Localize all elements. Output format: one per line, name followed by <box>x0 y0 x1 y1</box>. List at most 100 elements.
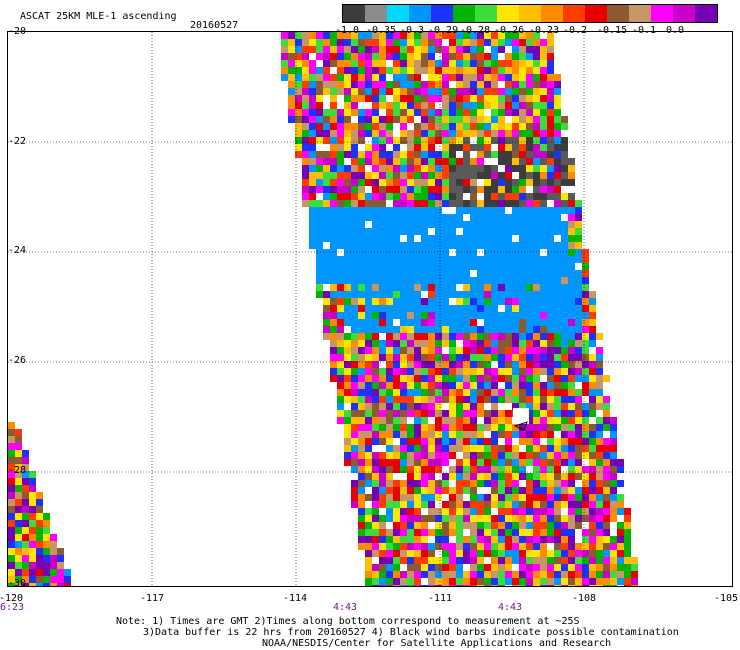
wind-cell <box>344 95 351 102</box>
wind-cell <box>442 74 449 81</box>
wind-cell <box>428 95 435 102</box>
wind-cell <box>344 172 351 179</box>
wind-cell <box>512 445 519 452</box>
wind-cell <box>554 333 561 340</box>
wind-cell <box>365 529 372 536</box>
wind-cell <box>470 585 477 586</box>
wind-cell <box>470 550 477 557</box>
wind-cell <box>442 382 449 389</box>
wind-cell <box>582 473 589 480</box>
wind-cell <box>309 144 316 151</box>
wind-cell <box>358 116 365 123</box>
wind-cell <box>491 487 498 494</box>
wind-cell <box>449 578 456 585</box>
wind-cell <box>491 263 498 270</box>
wind-cell <box>330 375 337 382</box>
wind-cell <box>484 340 491 347</box>
wind-cell <box>575 361 582 368</box>
wind-cell <box>414 487 421 494</box>
wind-cell <box>407 494 414 501</box>
wind-cell <box>554 228 561 235</box>
wind-cell <box>8 436 15 443</box>
wind-cell <box>512 151 519 158</box>
wind-cell <box>302 116 309 123</box>
wind-cell <box>498 515 505 522</box>
wind-cell <box>421 214 428 221</box>
wind-cell <box>456 130 463 137</box>
map-plot-area[interactable] <box>7 31 733 587</box>
wind-cell <box>498 494 505 501</box>
wind-cell <box>386 424 393 431</box>
wind-cell <box>463 543 470 550</box>
wind-cell <box>554 452 561 459</box>
wind-cell <box>484 179 491 186</box>
wind-cell <box>540 109 547 116</box>
wind-cell <box>526 403 533 410</box>
wind-cell <box>428 550 435 557</box>
wind-cell <box>400 256 407 263</box>
wind-cell <box>15 555 22 562</box>
wind-cell <box>400 39 407 46</box>
wind-cell <box>526 445 533 452</box>
wind-barb-icon <box>513 421 528 431</box>
wind-cell <box>442 354 449 361</box>
wind-cell <box>519 172 526 179</box>
wind-cell <box>407 571 414 578</box>
wind-cell <box>428 529 435 536</box>
wind-cell <box>582 466 589 473</box>
wind-cell <box>477 228 484 235</box>
wind-cell <box>330 81 337 88</box>
wind-cell <box>519 207 526 214</box>
wind-cell <box>519 501 526 508</box>
wind-cell <box>526 571 533 578</box>
wind-cell <box>428 298 435 305</box>
wind-cell <box>330 165 337 172</box>
wind-cell <box>358 137 365 144</box>
wind-cell <box>463 158 470 165</box>
wind-cell <box>428 151 435 158</box>
wind-cell <box>463 522 470 529</box>
wind-cell <box>561 501 568 508</box>
wind-cell <box>386 67 393 74</box>
wind-cell <box>498 151 505 158</box>
wind-cell <box>498 109 505 116</box>
wind-cell <box>547 151 554 158</box>
wind-cell <box>491 319 498 326</box>
wind-cell <box>484 382 491 389</box>
wind-cell <box>414 214 421 221</box>
wind-cell <box>512 144 519 151</box>
wind-cell <box>456 459 463 466</box>
wind-cell <box>463 291 470 298</box>
wind-cell <box>379 53 386 60</box>
wind-cell <box>337 60 344 67</box>
wind-cell <box>582 515 589 522</box>
wind-cell <box>421 557 428 564</box>
wind-cell <box>372 312 379 319</box>
wind-cell <box>435 557 442 564</box>
wind-cell <box>400 431 407 438</box>
wind-cell <box>512 340 519 347</box>
wind-cell <box>568 312 575 319</box>
wind-cell <box>540 382 547 389</box>
wind-cell <box>519 67 526 74</box>
wind-cell <box>421 410 428 417</box>
wind-cell <box>540 564 547 571</box>
colorbar-swatch <box>651 5 673 22</box>
wind-cell <box>400 270 407 277</box>
wind-cell <box>554 543 561 550</box>
colorbar-swatch <box>365 5 387 22</box>
wind-cell <box>316 102 323 109</box>
wind-cell <box>428 396 435 403</box>
wind-cell <box>596 536 603 543</box>
wind-cell <box>596 543 603 550</box>
wind-cell <box>407 60 414 67</box>
lat-label-20: -20 <box>8 26 27 37</box>
wind-cell <box>344 130 351 137</box>
wind-cell <box>491 375 498 382</box>
wind-cell <box>351 249 358 256</box>
wind-cell <box>372 375 379 382</box>
wind-cell <box>575 242 582 249</box>
wind-cell <box>309 130 316 137</box>
wind-cell <box>351 81 358 88</box>
wind-cell <box>582 536 589 543</box>
